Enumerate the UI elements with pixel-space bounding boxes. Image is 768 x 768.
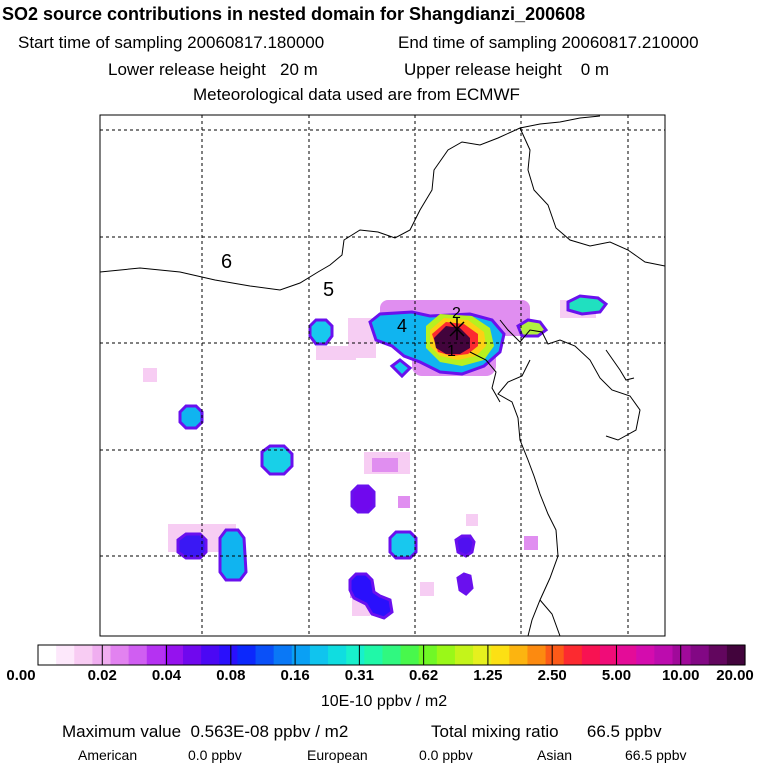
colorbar-swatch <box>473 645 492 665</box>
colorbar-swatch <box>400 645 420 665</box>
colorbar-swatch <box>581 645 601 665</box>
colorbar-units: 10E-10 ppbv / m2 <box>320 693 448 710</box>
lat-lon-grid <box>100 115 665 636</box>
colorbar-swatch <box>618 645 637 665</box>
lower-release-height: Lower release height 20 m <box>108 60 318 79</box>
colorbar-swatch <box>346 645 365 665</box>
blob-8 <box>348 572 394 620</box>
total-mixing-ratio: Total mixing ratio 66.5 ppbv <box>431 722 662 741</box>
start-time: Start time of sampling 20060817.180000 <box>18 33 325 52</box>
colorbar-swatch <box>201 645 220 665</box>
colorbar-swatch <box>708 645 728 665</box>
colorbar-swatch <box>110 645 130 665</box>
colorbar-tick-label: 0.02 <box>87 667 117 684</box>
colorbar-swatch <box>672 645 692 665</box>
blob-13 <box>516 318 549 338</box>
colorbar-swatch <box>382 645 402 665</box>
colorbar-tick-label: 5.00 <box>601 667 632 684</box>
colorbar-swatch <box>291 645 311 665</box>
blob-5 <box>388 530 418 560</box>
colorbar-swatch <box>255 645 275 665</box>
blob-3 <box>260 444 294 476</box>
colorbar <box>37 644 746 666</box>
colorbar-tick-label: 0.08 <box>216 667 246 684</box>
map-plot-area: 6 5 4 2 1 <box>100 115 665 636</box>
upper-release-height: Upper release height 0 m <box>404 60 610 79</box>
plume-haze <box>143 300 596 616</box>
colorbar-swatch <box>219 645 239 665</box>
colorbar-swatch <box>654 645 674 665</box>
colorbar-swatch <box>491 645 510 665</box>
colorbar-swatch <box>146 645 166 665</box>
blob-2 <box>178 404 204 430</box>
colorbar-swatch <box>273 645 293 665</box>
cross-marker <box>449 318 465 340</box>
colorbar-swatch <box>56 645 75 665</box>
region-label-4: 4 <box>397 316 407 336</box>
map-frame <box>99 114 666 637</box>
blob-10 <box>456 572 474 596</box>
colorbar-swatch <box>690 645 710 665</box>
colorbar-swatch <box>92 645 112 665</box>
colorbar-swatch <box>237 645 257 665</box>
region-label-2: 2 <box>452 305 461 322</box>
blob-1 <box>308 318 334 346</box>
colorbar-swatch <box>436 645 456 665</box>
source-blobs <box>176 294 609 620</box>
colorbar-border <box>37 644 746 666</box>
colorbar-swatch <box>183 645 202 665</box>
colorbar-tick-label: 0.04 <box>151 667 182 684</box>
asian-value: 66.5 ppbv <box>625 747 687 763</box>
blob-11 <box>389 358 413 379</box>
american-label: American <box>78 747 138 763</box>
region-label-1: 1 <box>447 343 456 360</box>
colorbar-swatch <box>563 645 583 665</box>
colorbar-swatch <box>309 645 329 665</box>
colorbar-tick-label: 10.00 <box>661 667 700 684</box>
blob-6 <box>176 532 208 560</box>
colorbar-tick-label: 0.62 <box>409 667 439 684</box>
colorbar-swatch <box>364 645 384 665</box>
colorbar-tick-label: 2.50 <box>537 667 567 684</box>
colorbar-swatch <box>418 645 438 665</box>
end-time: End time of sampling 20060817.210000 <box>398 33 699 52</box>
colorbar-tick-label: 0.16 <box>280 667 310 684</box>
colorbar-swatch <box>454 645 474 665</box>
region-labels: 6 5 4 2 1 <box>221 251 461 360</box>
colorbar-swatch <box>545 645 565 665</box>
asian-label: Asian <box>537 747 573 763</box>
colorbar-swatch <box>328 645 347 665</box>
colorbar-swatch <box>636 645 655 665</box>
european-label: European <box>307 747 368 763</box>
colorbar-swatch <box>128 645 148 665</box>
colorbar-tick-label: 20.00 <box>716 667 754 684</box>
colorbar-swatch <box>509 645 529 665</box>
colorbar-swatch <box>38 645 57 665</box>
colorbar-swatch <box>599 645 619 665</box>
american-value: 0.0 ppbv <box>188 747 242 763</box>
colorbar-swatch <box>164 645 184 665</box>
blob-12 <box>566 294 609 316</box>
maximum-value: Maximum value 0.563E-08 ppbv / m2 <box>62 722 349 741</box>
colorbar-swatch <box>74 645 93 665</box>
region-label-6: 6 <box>221 251 232 273</box>
colorbar-tick-label: 0.00 <box>6 667 36 684</box>
map-title: SO2 source contributions in nested domai… <box>2 4 586 24</box>
colorbar-swatch <box>527 645 547 665</box>
blob-9 <box>454 534 476 558</box>
european-value: 0.0 ppbv <box>419 747 473 763</box>
colorbar-tick-label: 0.31 <box>344 667 374 684</box>
met-data-text: Meteorological data used are from ECMWF <box>193 85 520 104</box>
colorbar-tick-label: 1.25 <box>473 667 503 684</box>
region-label-5: 5 <box>323 279 334 301</box>
colorbar-swatch <box>726 645 746 665</box>
blob-4 <box>350 484 376 514</box>
blob-7 <box>218 528 248 582</box>
coastlines <box>100 115 665 636</box>
